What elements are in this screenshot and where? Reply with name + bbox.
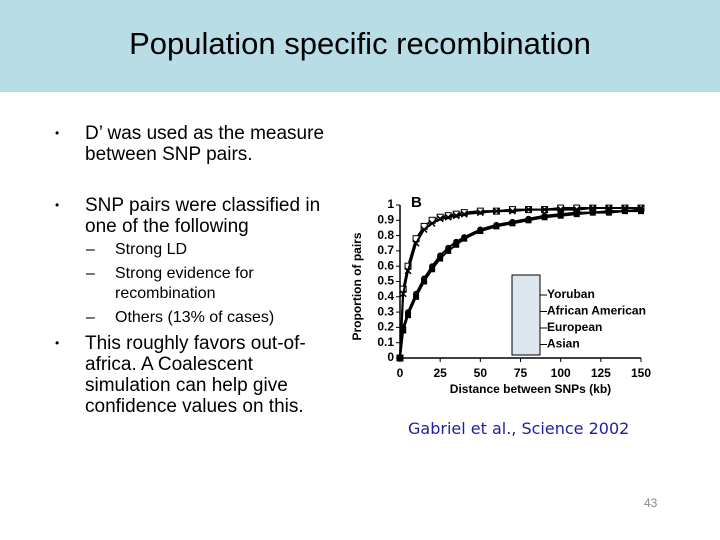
x-axis-label: Distance between SNPs (kb) xyxy=(450,382,611,396)
header: Population specific recombination xyxy=(0,0,720,92)
point xyxy=(508,207,516,215)
point xyxy=(405,312,412,319)
x-tick-label: 25 xyxy=(433,366,447,380)
point xyxy=(412,239,420,247)
legend-label: Asian xyxy=(547,337,580,351)
x-tick-label: 50 xyxy=(474,366,488,380)
point xyxy=(589,209,596,216)
y-tick-label: 0.7 xyxy=(377,243,394,257)
point xyxy=(525,217,532,224)
point xyxy=(461,235,468,242)
point xyxy=(420,225,428,234)
point xyxy=(444,213,452,221)
point xyxy=(460,209,468,217)
point xyxy=(573,211,580,218)
y-tick-label: 1 xyxy=(387,197,394,211)
x-tick-label: 100 xyxy=(551,366,571,380)
point xyxy=(541,214,548,221)
point xyxy=(400,327,407,334)
point xyxy=(437,255,444,262)
y-tick-label: 0.6 xyxy=(377,258,394,272)
y-tick-label: 0.4 xyxy=(377,289,394,303)
point xyxy=(452,212,460,220)
y-tick-label: 0.3 xyxy=(377,304,394,318)
point xyxy=(476,207,484,215)
point xyxy=(397,355,403,361)
x-tick-label: 125 xyxy=(591,366,611,380)
point xyxy=(509,220,516,227)
point xyxy=(445,247,452,254)
citation: Gabriel et al., Science 2002 xyxy=(408,419,630,438)
point xyxy=(508,206,516,214)
legend-label: Yoruban xyxy=(547,287,595,301)
point xyxy=(605,209,612,216)
sub-bullet: Strong LD xyxy=(86,240,335,260)
point xyxy=(557,212,564,219)
panel-label: B xyxy=(411,194,422,211)
point xyxy=(436,215,444,223)
bullet: This roughly favors out-of-africa. A Coa… xyxy=(55,333,335,417)
point xyxy=(429,266,436,273)
bullet: D’ was used as the measure between SNP p… xyxy=(55,123,335,165)
x-tick-label: 75 xyxy=(514,366,528,380)
point xyxy=(638,208,644,215)
point xyxy=(492,207,500,215)
point xyxy=(541,206,549,214)
bullet: SNP pairs were classified in one of the … xyxy=(55,195,335,237)
point xyxy=(413,293,420,300)
y-tick-label: 0.5 xyxy=(377,274,394,288)
point xyxy=(421,278,428,285)
y-tick-label: 0.8 xyxy=(377,228,394,242)
y-tick-label: 0.1 xyxy=(377,335,394,349)
sub-bullet: Strong evidence for recombination xyxy=(86,264,335,304)
point xyxy=(557,206,565,214)
y-tick-label: 0.9 xyxy=(377,212,394,226)
legend-label: African American xyxy=(547,304,646,318)
y-axis-label: Proportion of pairs xyxy=(350,232,364,340)
point xyxy=(557,204,565,212)
page-number: 43 xyxy=(644,496,658,510)
point xyxy=(476,209,484,217)
x-tick-label: 0 xyxy=(397,366,404,380)
legend-box xyxy=(511,274,541,356)
point xyxy=(477,228,484,235)
sub-bullet: Others (13% of cases) xyxy=(86,308,335,328)
point xyxy=(493,223,500,230)
point xyxy=(453,241,460,248)
x-tick-label: 150 xyxy=(631,366,651,380)
point xyxy=(399,290,407,298)
point xyxy=(621,208,628,215)
point xyxy=(428,219,436,227)
point xyxy=(525,206,533,214)
slide-title: Population specific recombination xyxy=(129,26,591,61)
y-tick-label: 0.2 xyxy=(377,320,394,334)
point xyxy=(460,210,468,218)
legend-label: European xyxy=(547,320,602,334)
point xyxy=(404,267,412,275)
y-tick-label: 0 xyxy=(387,350,394,364)
